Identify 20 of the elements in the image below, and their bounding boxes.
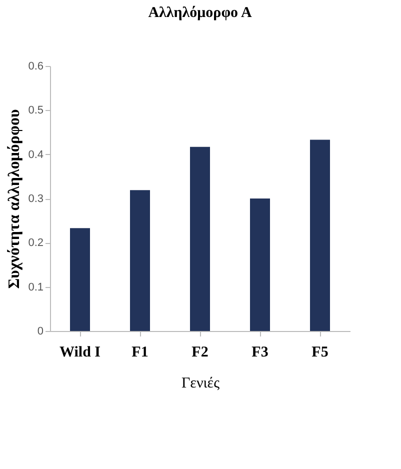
y-tick-label: 0.1 bbox=[28, 281, 44, 294]
chart-title: Αλληλόμορφο Α bbox=[148, 5, 252, 21]
y-axis-title: Συχνότητα αλληλομόρφου bbox=[6, 109, 24, 289]
y-tick-label: 0.6 bbox=[28, 60, 44, 72]
x-axis-title: Γενιές bbox=[181, 376, 220, 392]
bar bbox=[250, 198, 270, 331]
bar bbox=[190, 146, 210, 331]
y-tick-label: 0.2 bbox=[28, 237, 44, 250]
y-tick-label: 0.4 bbox=[28, 148, 44, 161]
x-tick-label: F5 bbox=[312, 344, 328, 360]
y-tick-label: 0.3 bbox=[28, 193, 44, 205]
bar bbox=[70, 228, 90, 331]
x-tick-label: F3 bbox=[252, 344, 268, 360]
bar bbox=[310, 140, 330, 331]
y-tick-label: 0 bbox=[37, 326, 44, 338]
x-tick-label: F2 bbox=[192, 344, 208, 360]
bar bbox=[130, 190, 150, 331]
x-tick-label: F1 bbox=[132, 344, 148, 360]
x-tick-label: Wild I bbox=[60, 344, 101, 360]
y-tick-label: 0.5 bbox=[28, 104, 44, 117]
